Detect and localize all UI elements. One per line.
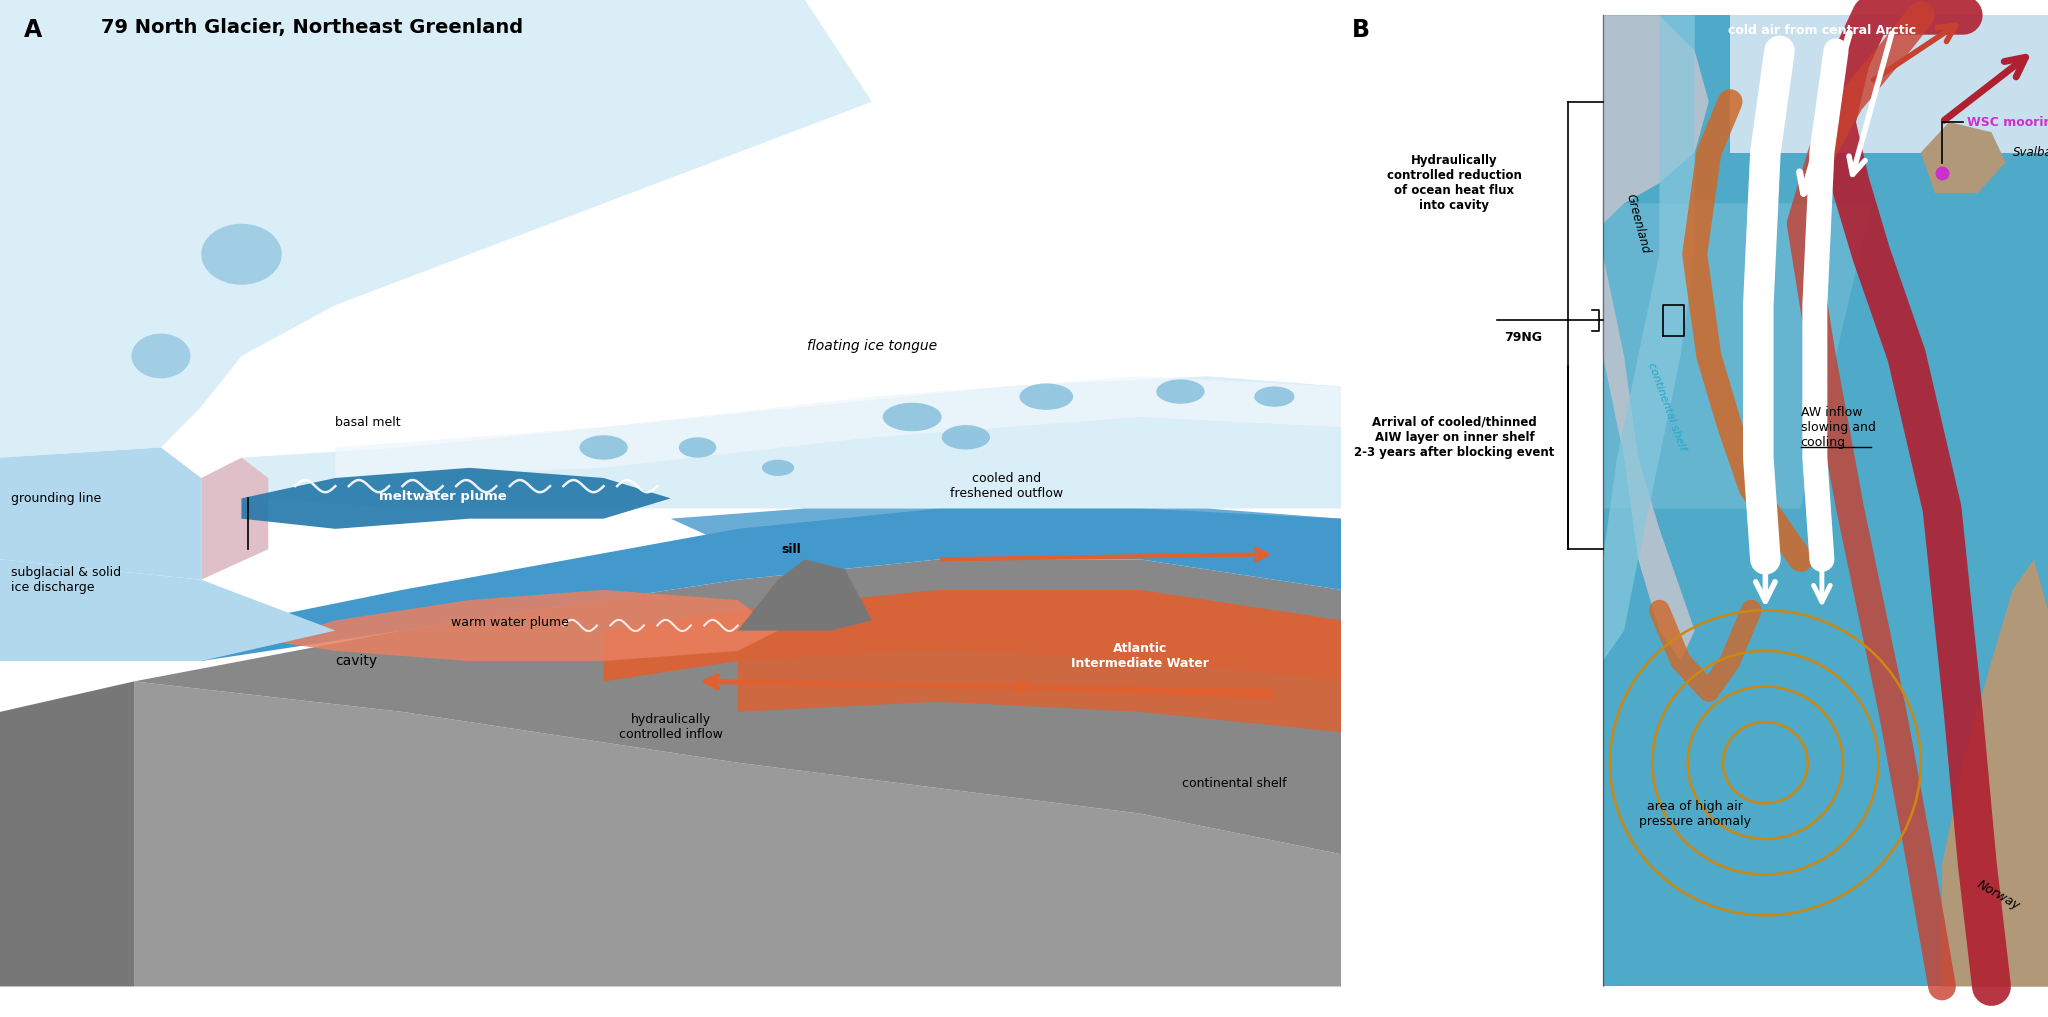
Text: cooled and
freshened outflow: cooled and freshened outflow: [950, 472, 1063, 500]
Ellipse shape: [883, 403, 942, 431]
Text: 79 North Glacier, Northeast Greenland: 79 North Glacier, Northeast Greenland: [100, 18, 522, 38]
Polygon shape: [1731, 15, 2048, 153]
Polygon shape: [201, 458, 268, 580]
Text: AW inflow
slowing and
cooling: AW inflow slowing and cooling: [1800, 406, 1876, 448]
Polygon shape: [737, 651, 1341, 732]
Circle shape: [131, 334, 190, 378]
Polygon shape: [1942, 559, 2048, 986]
Polygon shape: [268, 590, 778, 661]
Polygon shape: [1604, 15, 2048, 986]
Ellipse shape: [1157, 379, 1204, 404]
Circle shape: [201, 224, 283, 285]
Polygon shape: [336, 376, 1341, 478]
Text: area of high air
pressure anomaly: area of high air pressure anomaly: [1638, 799, 1751, 828]
Polygon shape: [604, 590, 1341, 681]
Polygon shape: [242, 376, 1341, 508]
Polygon shape: [1921, 122, 2005, 193]
Polygon shape: [0, 447, 201, 580]
Text: continental shelf: continental shelf: [1182, 777, 1286, 789]
Text: cavity: cavity: [336, 654, 377, 668]
Text: subglacial & solid
ice discharge: subglacial & solid ice discharge: [10, 565, 121, 594]
Ellipse shape: [678, 437, 717, 458]
Text: Arrival of cooled/thinned
AIW layer on inner shelf
2-3 years after blocking even: Arrival of cooled/thinned AIW layer on i…: [1354, 416, 1554, 459]
Polygon shape: [737, 559, 872, 631]
Polygon shape: [1604, 15, 1708, 224]
Text: WSC mooring: WSC mooring: [1966, 116, 2048, 128]
Text: meltwater plume: meltwater plume: [379, 490, 506, 502]
Ellipse shape: [942, 425, 989, 450]
Polygon shape: [1604, 15, 1696, 661]
Text: cold air from central Arctic: cold air from central Arctic: [1729, 24, 1917, 37]
Text: basal melt: basal melt: [336, 416, 401, 428]
Text: warm water plume: warm water plume: [451, 616, 569, 629]
Text: grounding line: grounding line: [10, 492, 100, 504]
Text: 79NG: 79NG: [1503, 331, 1542, 344]
Text: B: B: [1352, 18, 1370, 43]
Polygon shape: [201, 508, 1341, 661]
Text: Norway: Norway: [1974, 878, 2021, 912]
Text: Greenland: Greenland: [1624, 192, 1653, 255]
Ellipse shape: [1253, 386, 1294, 407]
Text: continental shelf: continental shelf: [1647, 361, 1688, 453]
Text: floating ice tongue: floating ice tongue: [807, 339, 938, 353]
Polygon shape: [242, 468, 672, 529]
Ellipse shape: [1020, 383, 1073, 410]
Polygon shape: [1604, 203, 1872, 508]
Text: hydraulically
controlled inflow: hydraulically controlled inflow: [618, 713, 723, 741]
Text: A: A: [25, 18, 43, 43]
Polygon shape: [1604, 15, 1696, 661]
Text: Atlantic
Intermediate Water: Atlantic Intermediate Water: [1071, 642, 1208, 670]
Polygon shape: [672, 508, 1341, 549]
Polygon shape: [0, 681, 135, 986]
Polygon shape: [0, 0, 872, 458]
Text: Hydraulically
controlled reduction
of ocean heat flux
into cavity: Hydraulically controlled reduction of oc…: [1386, 154, 1522, 213]
Polygon shape: [0, 559, 1341, 854]
Ellipse shape: [580, 435, 629, 460]
Polygon shape: [135, 681, 1341, 986]
Polygon shape: [0, 559, 336, 661]
Text: sill: sill: [782, 543, 801, 555]
Ellipse shape: [762, 460, 795, 476]
Polygon shape: [1978, 814, 2048, 986]
Text: Svalbard: Svalbard: [2013, 146, 2048, 159]
